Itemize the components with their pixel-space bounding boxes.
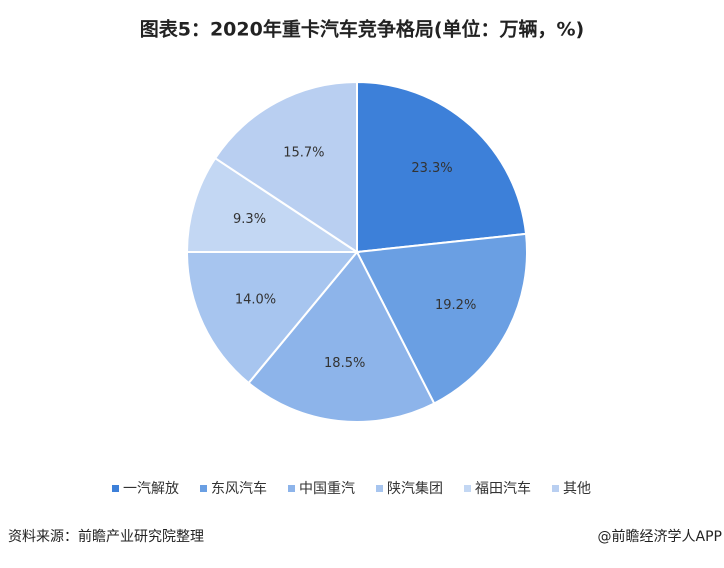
legend-label: 福田汽车 xyxy=(475,480,531,497)
legend-swatch xyxy=(552,485,559,492)
source: 资料来源：前瞻产业研究院整理 xyxy=(8,528,204,545)
pie-slice xyxy=(247,250,436,423)
value-label: 23.3% xyxy=(411,161,452,176)
pie-slice xyxy=(185,156,361,253)
legend-label: 中国重汽 xyxy=(299,481,355,497)
pie-slice xyxy=(355,232,528,405)
legend-label: 东风汽车 xyxy=(211,480,267,497)
pie-slice xyxy=(213,80,358,254)
pie-slice xyxy=(356,80,528,254)
chart-title: 图表5：2020年重卡汽车竞争格局(单位：万辆，%) xyxy=(140,18,585,41)
legend-swatch xyxy=(464,485,471,492)
legend-swatch xyxy=(200,485,207,492)
legend-swatch xyxy=(376,485,383,492)
credit: @前瞻经济学人APP xyxy=(598,528,722,545)
legend-label: 陕汽集团 xyxy=(387,480,443,497)
value-label: 15.7% xyxy=(283,146,324,161)
legend-label: 其他 xyxy=(563,481,591,497)
pie-slice xyxy=(185,251,360,385)
legend-swatch xyxy=(288,485,295,492)
value-label: 19.2% xyxy=(435,298,476,313)
legend-swatch xyxy=(112,485,119,492)
value-label: 9.3% xyxy=(233,212,266,227)
value-label: 14.0% xyxy=(235,292,276,307)
value-label: 18.5% xyxy=(324,356,365,371)
legend-label: 一汽解放 xyxy=(123,481,179,497)
